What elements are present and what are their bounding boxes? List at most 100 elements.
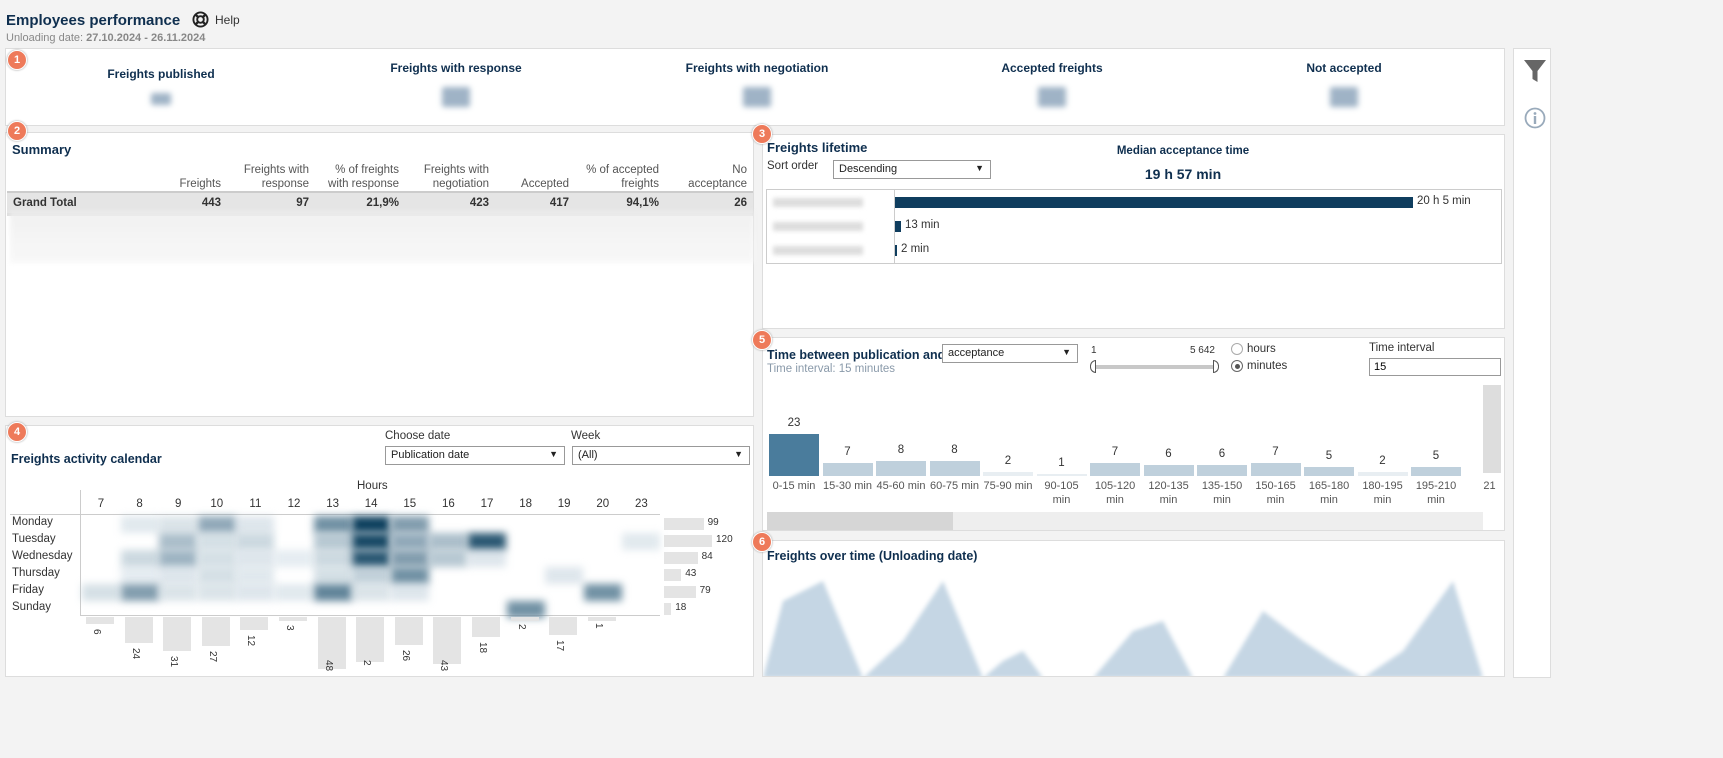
- heatmap-cell[interactable]: [429, 533, 468, 550]
- sort-order-select[interactable]: Descending ▼: [833, 160, 991, 179]
- heatmap-cell[interactable]: [352, 533, 391, 550]
- filter-icon[interactable]: [1523, 59, 1547, 85]
- day-label: Tuesday: [12, 533, 56, 545]
- scrollbar-thumb[interactable]: [767, 512, 953, 530]
- interval-input[interactable]: [1369, 358, 1501, 376]
- histogram-bar[interactable]: [1411, 466, 1461, 476]
- day-total-bar: [664, 535, 712, 547]
- histogram-category-label: 21: [1483, 480, 1496, 492]
- heatmap-cell[interactable]: [390, 533, 429, 550]
- heatmap-cell[interactable]: [159, 550, 198, 567]
- heatmap-cell[interactable]: [236, 584, 275, 601]
- lifetime-bar[interactable]: [895, 245, 897, 256]
- slider-min-handle[interactable]: [1090, 360, 1096, 373]
- radio-minutes[interactable]: minutes: [1231, 360, 1287, 372]
- histogram-bar[interactable]: [822, 463, 873, 476]
- histogram-bar-value: 8: [951, 444, 958, 457]
- heatmap-cell[interactable]: [352, 550, 391, 567]
- info-icon[interactable]: [1524, 107, 1546, 129]
- heatmap-cell[interactable]: [275, 550, 313, 567]
- histogram-bar-value: 2: [1004, 455, 1012, 468]
- heatmap-cell[interactable]: [197, 584, 236, 601]
- hour-total-value: 48: [322, 660, 334, 672]
- heatmap-cell[interactable]: [313, 550, 352, 567]
- redacted-employee-name: [773, 246, 863, 255]
- heatmap-cell[interactable]: [197, 550, 236, 567]
- heatmap-cell[interactable]: [352, 584, 391, 601]
- hour-label: 14: [364, 498, 378, 510]
- lifetime-bar-label: 13 min: [905, 219, 940, 231]
- heatmap-cell[interactable]: [197, 567, 236, 584]
- heatmap-cell[interactable]: [313, 584, 352, 601]
- histogram-bar[interactable]: [1357, 472, 1408, 476]
- mode-select[interactable]: acceptance ▼: [942, 344, 1078, 363]
- heatmap-cell[interactable]: [197, 516, 236, 533]
- histogram-bar[interactable]: [769, 434, 819, 476]
- heatmap-cell[interactable]: [120, 550, 159, 567]
- heatmap-cell[interactable]: [352, 516, 391, 533]
- heatmap-cell[interactable]: [82, 584, 120, 601]
- lifebuoy-icon: [192, 11, 209, 28]
- heatmap-cell[interactable]: [120, 516, 159, 533]
- week-select[interactable]: (All) ▼: [572, 446, 750, 465]
- histogram-bar[interactable]: [1143, 465, 1194, 476]
- kpi-value-redacted: [1038, 87, 1066, 107]
- lifetime-bar[interactable]: [895, 197, 1413, 208]
- heatmap-cell[interactable]: [468, 533, 506, 550]
- right-sidebar: [1513, 48, 1551, 678]
- histogram-bar[interactable]: [929, 461, 980, 476]
- histogram-category-label: 60-75 min: [930, 480, 979, 492]
- heatmap-cell[interactable]: [197, 533, 236, 550]
- help-button[interactable]: Help: [192, 11, 240, 28]
- heatmap-cell[interactable]: [313, 516, 352, 533]
- slider-max-handle[interactable]: [1213, 360, 1219, 373]
- heatmap-cell[interactable]: [390, 550, 429, 567]
- vertical-scrollbar[interactable]: [1483, 385, 1501, 473]
- heatmap-cell[interactable]: [236, 567, 275, 584]
- heatmap-cell[interactable]: [545, 567, 584, 584]
- heatmap-cell[interactable]: [583, 584, 622, 601]
- heatmap-cell[interactable]: [236, 516, 275, 533]
- heatmap-cell[interactable]: [159, 516, 198, 533]
- heatmap-cell[interactable]: [313, 567, 352, 584]
- histogram-category-label: 0-15 min: [772, 480, 816, 492]
- hour-label: 7: [97, 498, 105, 510]
- heatmap-cell[interactable]: [159, 584, 198, 601]
- col-header: Freights with negotiation: [423, 164, 489, 190]
- radio-hours[interactable]: hours: [1231, 343, 1276, 355]
- heatmap-cell[interactable]: [622, 533, 661, 550]
- dropdown-arrow-icon: ▼: [975, 163, 984, 173]
- heatmap-cell[interactable]: [275, 584, 313, 601]
- heatmap-cell[interactable]: [120, 567, 159, 584]
- histogram-bar[interactable]: [983, 472, 1033, 476]
- heatmap-cell[interactable]: [120, 584, 159, 601]
- histogram-bar[interactable]: [1090, 463, 1140, 476]
- heatmap-cell[interactable]: [506, 601, 545, 618]
- range-slider[interactable]: [1090, 360, 1219, 373]
- heatmap-cell[interactable]: [429, 550, 468, 567]
- heatmap-cell[interactable]: [390, 584, 429, 601]
- heatmap-cell[interactable]: [159, 567, 198, 584]
- horizontal-scrollbar[interactable]: [767, 512, 1483, 530]
- day-total-bar: [664, 569, 682, 581]
- col-header: % of accepted freights: [586, 164, 659, 190]
- histogram-category-label: 75-90 min: [983, 480, 1033, 492]
- choose-date-select[interactable]: Publication date ▼: [385, 446, 565, 465]
- heatmap-cell[interactable]: [352, 567, 391, 584]
- histogram-bar[interactable]: [1250, 463, 1301, 476]
- histogram-bar[interactable]: [1197, 465, 1247, 476]
- histogram-bar[interactable]: [1036, 474, 1087, 476]
- hour-label: 15: [403, 498, 417, 510]
- heatmap-cell[interactable]: [159, 533, 198, 550]
- heatmap-cell[interactable]: [468, 550, 506, 567]
- histogram-subtitle: Time interval: 15 minutes: [767, 363, 896, 375]
- heatmap-cell[interactable]: [390, 567, 429, 584]
- heatmap-cell[interactable]: [390, 516, 429, 533]
- histogram-bar[interactable]: [876, 461, 926, 476]
- lifetime-bar[interactable]: [895, 221, 901, 232]
- histogram-category-label: 90-105 min: [1044, 480, 1079, 506]
- heatmap-cell[interactable]: [313, 533, 352, 550]
- heatmap-cell[interactable]: [236, 550, 275, 567]
- histogram-bar[interactable]: [1304, 466, 1354, 476]
- heatmap-cell[interactable]: [236, 533, 275, 550]
